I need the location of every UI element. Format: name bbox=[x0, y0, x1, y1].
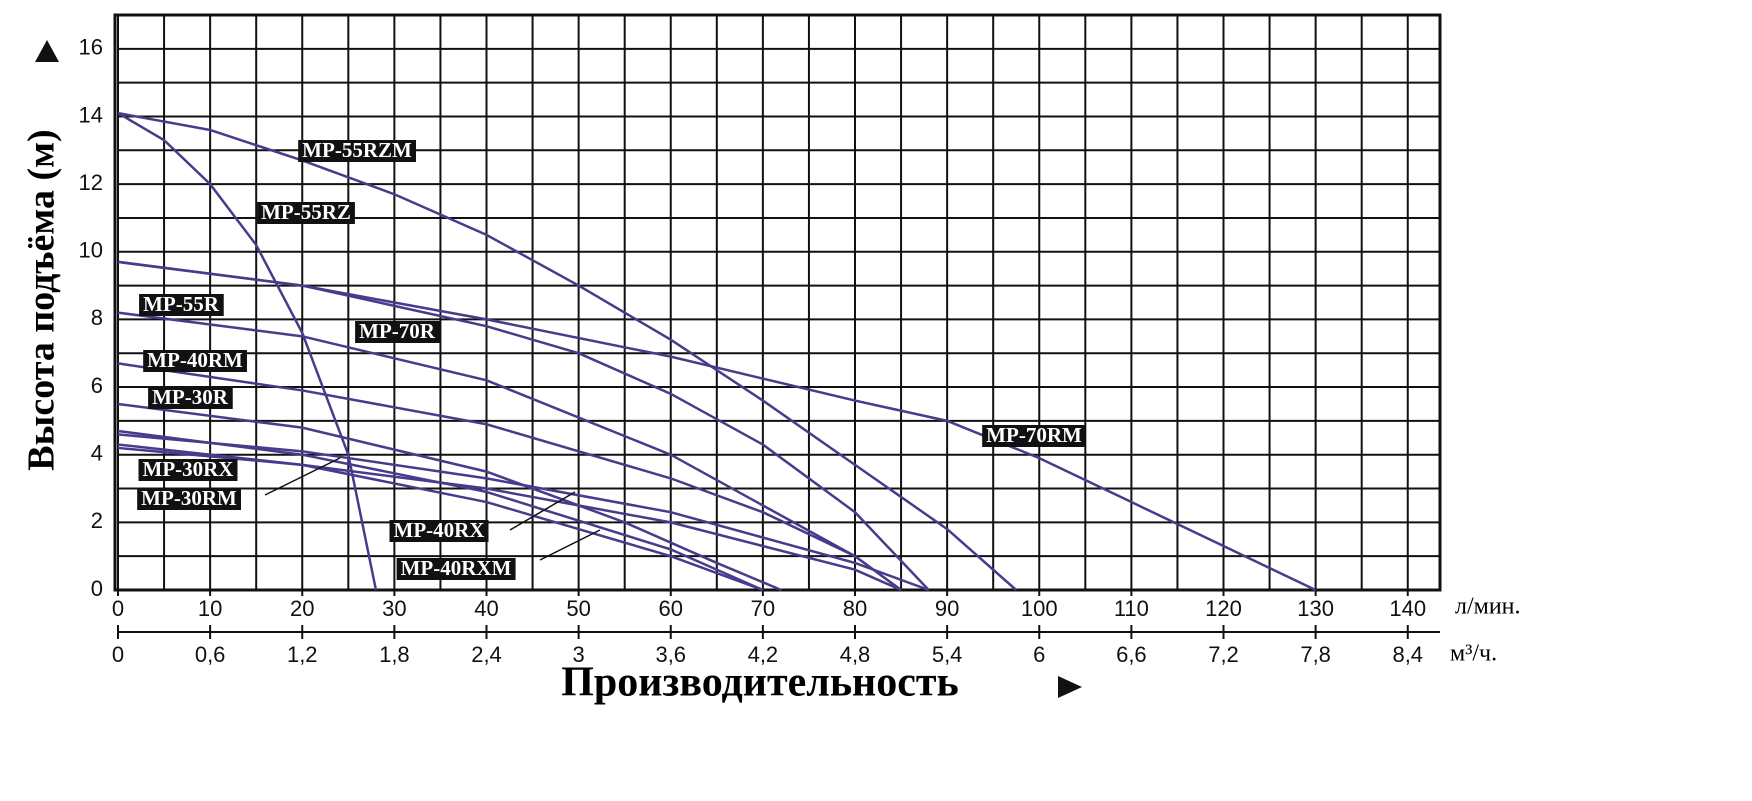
x2-tick-label: 1,8 bbox=[379, 642, 410, 667]
curve-label: MP-30R bbox=[148, 385, 233, 409]
curve bbox=[117, 446, 902, 592]
curve bbox=[117, 260, 930, 591]
label-box bbox=[298, 140, 416, 162]
x2-tick-label: 3 bbox=[573, 642, 585, 667]
y-tick-label: 12 bbox=[79, 170, 103, 195]
x2-tick-label: 6,6 bbox=[1116, 642, 1147, 667]
legend-label: MP-70R bbox=[359, 319, 436, 343]
x-tick-label: 130 bbox=[1297, 596, 1334, 621]
y-tick-label: 14 bbox=[79, 102, 103, 127]
y-tick-label: 4 bbox=[91, 441, 103, 466]
y-tick-label: 16 bbox=[79, 35, 103, 60]
x-unit: л/мин. bbox=[1455, 594, 1521, 620]
x-tick-label: 60 bbox=[659, 596, 683, 621]
x-arrow bbox=[1058, 676, 1082, 698]
legend-label: MP-55RZM bbox=[302, 138, 412, 162]
y-tick-label: 6 bbox=[91, 373, 103, 398]
y-arrow bbox=[35, 40, 59, 62]
legend-label: MP-40RM bbox=[147, 348, 243, 372]
x-tick-label: 100 bbox=[1021, 596, 1058, 621]
x-axis-label: Производительность bbox=[561, 660, 958, 706]
plot-frame bbox=[113, 13, 1442, 592]
x2-tick-label: 4,2 bbox=[748, 642, 779, 667]
curve-label: MP-55RZ bbox=[257, 200, 355, 224]
legend-label: MP-55R bbox=[143, 292, 220, 316]
x2-tick-label: 0,6 bbox=[195, 642, 226, 667]
legend-label: MP-40RXM bbox=[401, 556, 512, 580]
legend-label: MP-30RX bbox=[143, 457, 234, 481]
x2-unit: м³/ч. bbox=[1450, 641, 1497, 667]
x2-tick-label: 1,2 bbox=[287, 642, 318, 667]
leader-line bbox=[539, 529, 601, 561]
x-tick-label: 70 bbox=[751, 596, 775, 621]
label-box bbox=[148, 387, 233, 409]
label-box bbox=[355, 321, 440, 343]
y-tick-label: 10 bbox=[79, 238, 103, 263]
y-tick-label: 0 bbox=[91, 576, 103, 601]
x-tick-label: 40 bbox=[474, 596, 498, 621]
x2-tick-label: 8,4 bbox=[1392, 642, 1423, 667]
legend-label: MP-30RM bbox=[141, 486, 237, 510]
curve bbox=[117, 362, 902, 592]
label-box bbox=[139, 294, 224, 316]
x-tick-label: 120 bbox=[1205, 596, 1242, 621]
legend-label: MP-40RX bbox=[394, 518, 485, 542]
label-box bbox=[389, 520, 489, 542]
x2-tick-label: 0 bbox=[112, 642, 124, 667]
curve bbox=[117, 402, 782, 592]
curve-label: MP-70R bbox=[355, 319, 440, 343]
x-tick-label: 50 bbox=[566, 596, 590, 621]
x-tick-label: 20 bbox=[290, 596, 314, 621]
legend-label: MP-30R bbox=[152, 385, 229, 409]
legend-label: MP-55RZ bbox=[261, 200, 351, 224]
curve bbox=[117, 111, 1018, 591]
x-tick-label: 10 bbox=[198, 596, 222, 621]
label-box bbox=[143, 350, 247, 372]
x-tick-label: 90 bbox=[935, 596, 959, 621]
curve-label: MP-30RM bbox=[137, 486, 241, 510]
x-tick-label: 110 bbox=[1114, 596, 1149, 621]
leader-line bbox=[509, 491, 576, 531]
legend-label: MP-70RM bbox=[986, 423, 1082, 447]
y-tick-label: 8 bbox=[91, 305, 103, 330]
leader-line bbox=[264, 457, 341, 496]
curve-label: MP-40RM bbox=[143, 348, 247, 372]
curve-label: MP-70RM bbox=[982, 423, 1086, 447]
curve-label: MP-55R bbox=[139, 292, 224, 316]
x2-tick-label: 7,2 bbox=[1208, 642, 1239, 667]
x2-tick-label: 5,4 bbox=[932, 642, 963, 667]
label-box bbox=[982, 425, 1086, 447]
x-tick-label: 80 bbox=[843, 596, 867, 621]
x2-tick-label: 7,8 bbox=[1300, 642, 1331, 667]
y-tick-label: 2 bbox=[91, 508, 103, 533]
label-box bbox=[137, 488, 241, 510]
x-tick-label: 140 bbox=[1389, 596, 1426, 621]
label-box bbox=[138, 459, 238, 481]
curve-label: MP-40RX bbox=[389, 518, 489, 542]
curve bbox=[117, 433, 930, 592]
x2-tick-label: 4,8 bbox=[840, 642, 871, 667]
x2-tick-label: 3,6 bbox=[655, 642, 686, 667]
curve bbox=[117, 260, 1317, 592]
label-box bbox=[257, 202, 355, 224]
curve-label: MP-55RZM bbox=[298, 138, 416, 162]
label-box bbox=[396, 558, 516, 580]
curve-label: MP-30RX bbox=[138, 457, 238, 481]
x2-tick-label: 2,4 bbox=[471, 642, 502, 667]
x-tick-label: 30 bbox=[382, 596, 406, 621]
x2-tick-label: 6 bbox=[1033, 642, 1045, 667]
x-tick-label: 0 bbox=[112, 596, 124, 621]
curve-label: MP-40RXM bbox=[396, 556, 516, 580]
curve bbox=[117, 112, 378, 591]
y-axis-label: Высота подъёма (м) bbox=[21, 129, 63, 470]
